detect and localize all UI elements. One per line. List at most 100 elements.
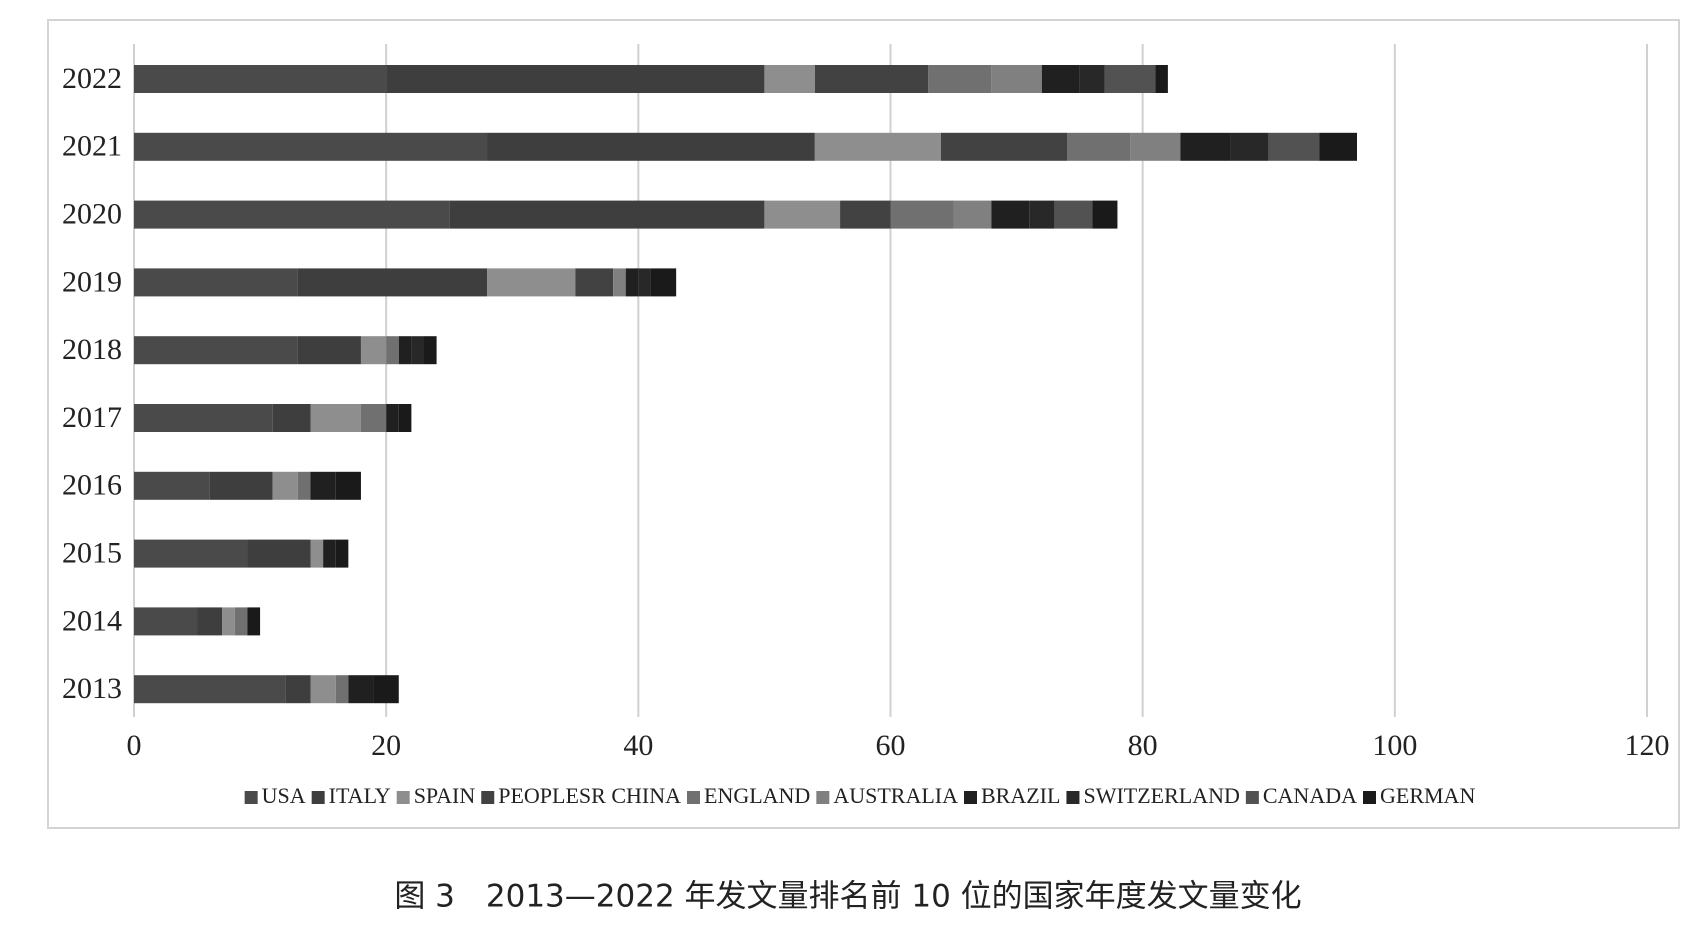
y-tick-label: 2019 xyxy=(62,265,122,298)
y-tick-label: 2018 xyxy=(62,333,122,366)
bar-segment xyxy=(764,200,841,229)
bar-segment xyxy=(134,132,488,161)
plot: 0 20 40 60 80 100 120 2022 2021 2020 2019 2018 2017 2… xyxy=(62,44,1670,762)
y-tick-label: 2021 xyxy=(62,130,122,163)
bar-segment xyxy=(134,336,298,365)
legend-label: ITALY xyxy=(329,783,391,808)
bar-segment xyxy=(323,539,336,568)
legend-swatch xyxy=(481,791,495,804)
bar-segment xyxy=(940,132,1068,161)
bar-segment xyxy=(1230,132,1269,161)
bar-segment xyxy=(411,336,424,365)
bar-segment xyxy=(297,268,488,297)
bar-segment xyxy=(360,404,387,432)
bar-segment xyxy=(398,336,412,365)
bar-segment xyxy=(335,471,361,500)
bar-segment xyxy=(638,268,651,297)
bar-segment xyxy=(814,65,929,93)
y-tick-label: 2016 xyxy=(62,469,122,502)
bar-segment xyxy=(222,607,235,636)
bar-segment xyxy=(134,268,298,297)
bar-segment xyxy=(247,607,261,636)
bar-segment xyxy=(272,471,298,500)
x-tick-label: 120 xyxy=(1625,729,1670,762)
bar-segment xyxy=(1104,65,1156,93)
legend-swatch xyxy=(244,791,258,804)
bar-segment xyxy=(209,471,273,500)
bar-segment xyxy=(1180,132,1231,161)
y-tick-label: 2017 xyxy=(62,401,122,434)
bar-segment xyxy=(134,675,286,704)
bar-segment xyxy=(840,200,891,229)
bar-segment xyxy=(1079,65,1105,93)
bar-segment xyxy=(134,65,387,93)
y-tick-label: 2022 xyxy=(62,62,122,95)
legend-label: USA xyxy=(262,783,306,808)
bar-segment xyxy=(1268,132,1320,161)
bar-segment xyxy=(1029,200,1055,229)
bar-segment xyxy=(285,675,311,704)
bar-segment xyxy=(953,200,992,229)
bar-segment xyxy=(487,268,576,297)
legend-swatch xyxy=(1245,791,1259,804)
y-tick-label: 2013 xyxy=(62,672,122,705)
y-tick-label: 2020 xyxy=(62,197,122,230)
bar-segment xyxy=(134,471,210,500)
x-tick-label: 20 xyxy=(371,729,401,762)
bar-segment xyxy=(991,65,1042,93)
bar-segment xyxy=(928,65,992,93)
legend-label: PEOPLESR CHINA xyxy=(498,783,681,808)
bar-segment xyxy=(335,539,349,568)
legend-swatch xyxy=(816,791,830,804)
bar-segment xyxy=(487,132,815,161)
legend-swatch xyxy=(396,791,410,804)
bar-segment xyxy=(613,268,626,297)
legend-label: AUSTRALIA xyxy=(833,783,958,808)
bar-segment xyxy=(814,132,941,161)
bar-segment xyxy=(297,336,361,365)
legend-swatch xyxy=(964,791,977,804)
legend-swatch xyxy=(311,791,325,804)
bar-segment xyxy=(197,607,223,636)
bar-segment xyxy=(1054,200,1093,229)
bar-segment xyxy=(1067,132,1131,161)
bar-segment xyxy=(134,200,450,229)
legend-label: GERMAN xyxy=(1380,783,1475,808)
bar-segment xyxy=(1155,65,1168,93)
bar-segment xyxy=(134,607,198,636)
x-tick-label: 80 xyxy=(1128,729,1158,762)
legend-label: SPAIN xyxy=(414,783,476,808)
y-tick-label: 2015 xyxy=(62,536,122,569)
legend-swatch xyxy=(687,791,700,804)
bar-segment xyxy=(310,539,324,568)
bar-segment xyxy=(234,607,248,636)
bar-segment xyxy=(134,404,273,432)
caption: 图 3 2013—2022 年发文量排名前 10 位的国家年度发文量变化 xyxy=(394,879,1301,915)
bar-segment xyxy=(449,200,765,229)
legend: USA ITALY SPAIN PEOPLESR CHINA ENGLAND AUSTRA… xyxy=(244,783,1475,808)
bar-segment xyxy=(373,675,399,704)
bar-segment xyxy=(1319,132,1358,161)
bar-segment xyxy=(991,200,1030,229)
bar-segment xyxy=(575,268,614,297)
legend-label: ENGLAND xyxy=(704,783,810,808)
bar-segment xyxy=(386,65,765,93)
bar-segment xyxy=(310,404,361,432)
legend-label: CANADA xyxy=(1263,783,1357,808)
bar-segment xyxy=(398,404,412,432)
legend-swatch xyxy=(1363,791,1376,804)
x-tick-label: 0 xyxy=(127,729,142,762)
bar-segment xyxy=(1092,200,1118,229)
x-tick-label: 60 xyxy=(876,729,906,762)
x-tick-label: 100 xyxy=(1372,729,1417,762)
y-tick-label: 2014 xyxy=(62,604,122,637)
bar-segment xyxy=(1041,65,1080,93)
bar-segment xyxy=(890,200,954,229)
bar-segment xyxy=(310,471,336,500)
bar-segment xyxy=(386,404,399,432)
bar-segment xyxy=(1130,132,1181,161)
bar-segment xyxy=(335,675,349,704)
bar-segment xyxy=(247,539,311,568)
bar-segment xyxy=(764,65,815,93)
